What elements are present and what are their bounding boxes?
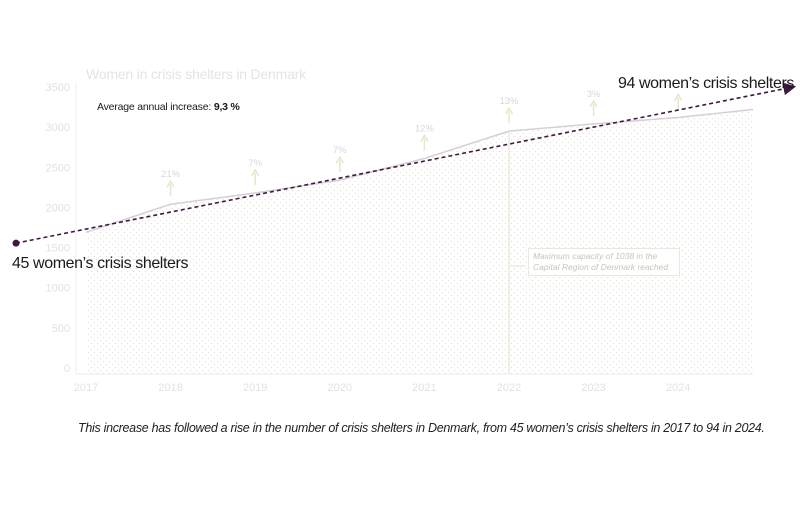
x-tick-label: 2019 xyxy=(243,382,267,394)
y-tick-label: 3000 xyxy=(46,122,70,134)
growth-arrow-head xyxy=(335,155,344,164)
growth-arrow xyxy=(420,133,429,151)
y-tick-label: 2000 xyxy=(46,202,70,214)
start-annotation: 45 women’s crisis shelters xyxy=(12,255,189,272)
trend-line xyxy=(15,82,797,244)
growth-label: 21% xyxy=(161,169,181,180)
growth-arrow xyxy=(504,106,514,124)
growth-arrow xyxy=(335,155,344,173)
average-increase-value: 9,3 % xyxy=(213,101,240,113)
growth-arrow-head xyxy=(504,106,514,115)
x-tick-label: 2018 xyxy=(158,382,182,394)
end-annotation: 94 women’s crisis shelters xyxy=(617,75,794,92)
growth-arrow-head xyxy=(589,99,598,108)
x-tick-label: 2023 xyxy=(581,382,605,394)
trend-start-point xyxy=(12,239,20,247)
x-tick-label: 2017 xyxy=(74,382,98,394)
chart-title: Women in crisis shelters in Denmark xyxy=(86,66,306,82)
x-tick-label: 2020 xyxy=(328,382,352,394)
average-increase-label: Average annual increase: 9,3 % xyxy=(97,101,240,113)
area-fill xyxy=(86,109,753,374)
x-tick-label: 2022 xyxy=(497,382,521,394)
y-tick-label: 1000 xyxy=(46,283,70,295)
y-tick-label: 500 xyxy=(52,323,70,335)
growth-arrow xyxy=(166,179,175,197)
axes: 0 500 1000 1500 2000 2500 3000 3500 2017 2018 2019… xyxy=(46,82,753,394)
growth-label: 7% xyxy=(248,158,262,169)
trend-layer xyxy=(12,82,797,247)
growth-arrow-head xyxy=(166,179,175,188)
y-tick-label: 2500 xyxy=(46,162,70,174)
y-tick-label: 3500 xyxy=(46,82,70,94)
x-tick-label: 2021 xyxy=(412,382,436,394)
area-layer xyxy=(85,108,754,374)
growth-label: 12% xyxy=(415,123,435,134)
growth-arrow xyxy=(251,168,260,185)
growth-arrow-head xyxy=(420,133,429,142)
growth-label: 3% xyxy=(587,89,601,100)
growth-arrow xyxy=(674,93,683,110)
capacity-note: Maximum capacity of 1038 in the Capital … xyxy=(528,248,680,276)
growth-arrow xyxy=(589,99,598,116)
y-tick-label: 1500 xyxy=(46,243,70,255)
growth-label: 13% xyxy=(499,96,519,107)
average-increase-prefix: Average annual increase: xyxy=(97,101,214,113)
growth-arrow-head xyxy=(674,93,683,101)
marks: 21% 7% 7% 12% 13% 3% xyxy=(161,89,683,374)
growth-label: 7% xyxy=(333,145,347,156)
area-line xyxy=(85,108,754,234)
figure-caption: This increase has followed a rise in the… xyxy=(78,421,765,435)
x-tick-label: 2024 xyxy=(666,382,690,394)
growth-arrow-head xyxy=(251,168,260,177)
y-tick-label: 0 xyxy=(64,363,70,375)
